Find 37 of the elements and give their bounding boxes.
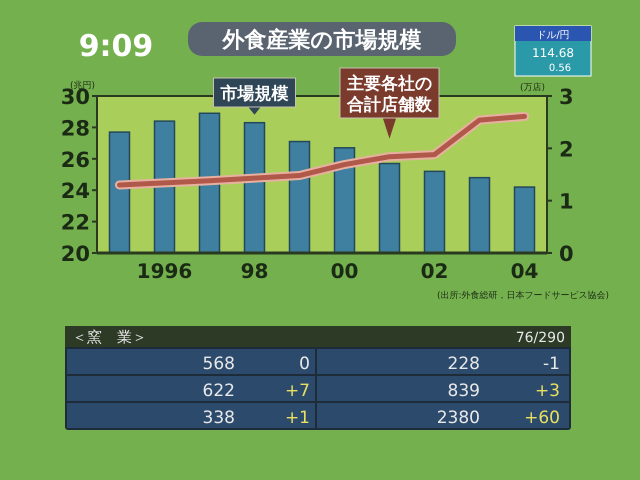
x-tick-label: 02 (420, 259, 448, 283)
text: 9:09 (78, 29, 154, 64)
x-tick-label: 1996 (136, 259, 192, 283)
text: +7 (284, 381, 310, 401)
text: 839 (448, 381, 480, 401)
text: 114.68 (532, 46, 574, 60)
y2-tick-label: 1 (559, 190, 574, 214)
y2-axis-title: (万店) (520, 82, 545, 93)
x-tick-label: 04 (510, 259, 538, 283)
text: 228 (448, 354, 480, 374)
y-tick-label: 26 (60, 148, 90, 172)
y2-tick-label: 2 (559, 137, 574, 162)
y-tick-label: 28 (60, 116, 90, 140)
text: -1 (543, 354, 560, 374)
x-tick-label: 98 (240, 259, 268, 283)
text: 76/290 (516, 330, 565, 346)
text: 2380 (436, 408, 480, 428)
chart-title: 外食産業の市場規模 (222, 27, 422, 53)
y2-tick-label: 0 (559, 242, 574, 266)
x-tick-label: 00 (330, 259, 358, 283)
text: ドル/円 (536, 30, 570, 41)
text: +3 (534, 381, 560, 401)
text: 622 (202, 381, 235, 401)
y-tick-label: 20 (60, 242, 90, 266)
text: +1 (284, 408, 310, 428)
text: 338 (202, 408, 235, 428)
series-label: 市場規模 (220, 84, 288, 104)
y-tick-label: 22 (60, 210, 90, 235)
text: 0.56 (548, 63, 572, 74)
series-label: 主要各社の合計店舗数 (346, 74, 433, 115)
text: 568 (202, 354, 235, 374)
y2-tick-label: 3 (559, 85, 574, 109)
text: (出所:外食総研，日本フードサービス協会) (436, 290, 609, 301)
text: ＜窯 業＞ (72, 328, 147, 346)
text: +60 (524, 408, 560, 428)
text: 0 (299, 354, 310, 374)
y-tick-label: 24 (60, 179, 90, 204)
